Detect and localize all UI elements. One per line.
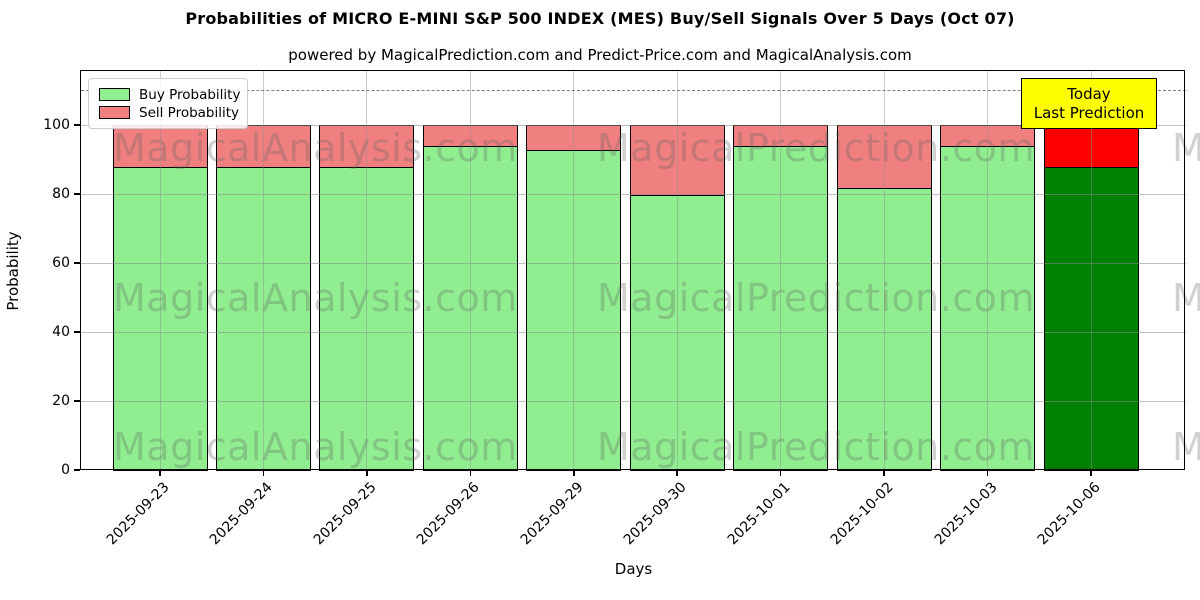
y-tick-label: 80: [52, 186, 70, 203]
y-tick-mark: [74, 193, 80, 195]
legend-entry: Buy Probability: [89, 88, 247, 102]
today-annotation-line1: Today: [1067, 84, 1111, 103]
v-gridline: [1090, 71, 1092, 470]
legend-label: Buy Probability: [139, 86, 241, 103]
x-tick-mark: [159, 470, 161, 476]
legend-swatch: [99, 88, 130, 101]
x-tick-mark: [262, 470, 265, 476]
buy-bar-segment: [1043, 166, 1139, 471]
sell-bar-segment: [629, 125, 725, 196]
watermark-text: M: [1172, 126, 1200, 170]
y-tick-label: 60: [52, 255, 70, 272]
y-tick-mark: [74, 262, 80, 264]
y-axis-label: Probability: [4, 231, 22, 311]
sell-bar-segment: [1043, 125, 1139, 169]
v-gridline: [469, 71, 471, 470]
legend: Buy Probability Sell Probability: [88, 78, 248, 129]
sell-bar-segment: [733, 125, 829, 148]
legend-label: Sell Probability: [139, 104, 240, 121]
buy-bar-segment: [836, 187, 932, 471]
buy-bar-segment: [940, 145, 1036, 471]
today-annotation-line2: Last Prediction: [1033, 103, 1145, 122]
y-tick-label: 20: [52, 393, 70, 410]
x-tick-mark: [986, 470, 989, 476]
h-gridline: [81, 124, 1186, 126]
buy-bar-segment: [215, 166, 311, 471]
v-gridline: [676, 71, 678, 470]
watermark-text: M: [1172, 425, 1200, 469]
watermark-text: MagicalPrediction.com: [597, 425, 1035, 469]
h-gridline: [81, 331, 1186, 333]
x-tick-mark: [676, 470, 678, 476]
legend-entry: Sell Probability: [89, 106, 247, 120]
watermark-text: MagicalPrediction.com: [597, 126, 1035, 170]
v-gridline: [883, 71, 885, 470]
watermark-text: MagicalAnalysis.com: [113, 425, 518, 469]
x-tick-mark: [883, 470, 885, 476]
chart-title: Probabilities of MICRO E-MINI S&P 500 IN…: [185, 9, 1015, 28]
sell-bar-segment: [422, 125, 518, 148]
x-tick-mark: [573, 470, 575, 476]
v-gridline: [159, 71, 161, 470]
h-gridline: [81, 400, 1186, 402]
v-gridline: [987, 71, 989, 470]
x-tick-mark: [779, 470, 782, 476]
watermark-text: M: [1172, 276, 1200, 320]
buy-bar-segment: [422, 145, 518, 471]
y-tick-mark: [74, 124, 80, 126]
v-gridline: [573, 71, 575, 470]
sell-bar-segment: [940, 125, 1036, 148]
v-gridline: [780, 71, 782, 470]
y-tick-label: 40: [52, 324, 70, 341]
x-tick-mark: [1090, 470, 1092, 476]
y-tick-mark: [74, 331, 80, 333]
y-tick-label: 100: [43, 117, 70, 134]
sell-bar-segment: [526, 125, 622, 151]
watermark-text: MagicalAnalysis.com: [113, 126, 518, 170]
y-tick-label: 0: [61, 462, 70, 478]
sell-bar-segment: [836, 125, 932, 189]
x-tick-mark: [366, 470, 368, 476]
watermark-text: MagicalPrediction.com: [597, 276, 1035, 320]
h-gridline: [81, 262, 1186, 264]
chart-subtitle: powered by MagicalPrediction.com and Pre…: [288, 46, 912, 64]
threshold-dashed-line: [81, 89, 1186, 91]
v-gridline: [366, 71, 368, 470]
x-tick-mark: [469, 470, 472, 476]
y-tick-mark: [74, 400, 80, 402]
buy-bar-segment: [319, 166, 415, 471]
today-annotation: Today Last Prediction: [1021, 78, 1157, 129]
legend-swatch: [99, 106, 130, 119]
buy-bar-segment: [526, 149, 622, 471]
x-axis-label: Days: [614, 560, 653, 578]
h-gridline: [81, 193, 1186, 195]
watermark-text: MagicalAnalysis.com: [113, 276, 518, 320]
v-gridline: [262, 71, 264, 470]
buy-bar-segment: [112, 166, 208, 471]
y-tick-mark: [74, 469, 80, 471]
buy-bar-segment: [733, 145, 829, 471]
